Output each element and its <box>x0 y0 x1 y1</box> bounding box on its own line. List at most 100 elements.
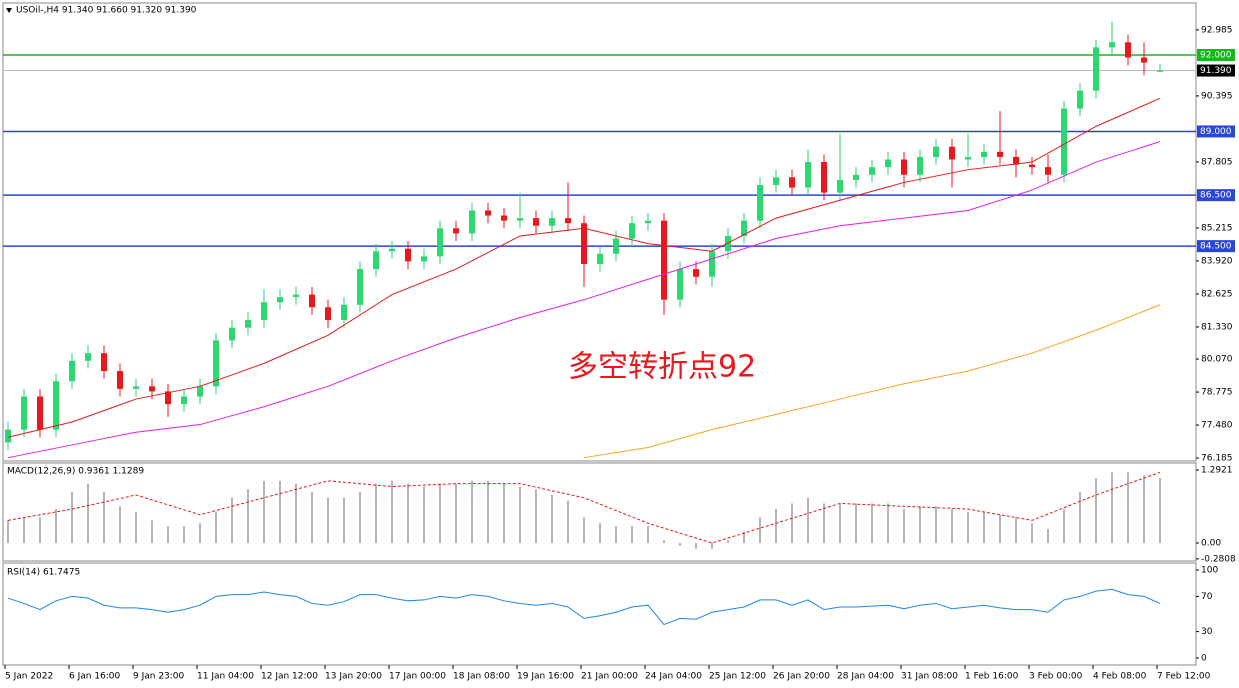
candle-body <box>37 396 43 430</box>
candle-body <box>885 159 891 168</box>
candle-body <box>149 386 155 392</box>
price-panel <box>2 2 1197 462</box>
y-tick-label: 81.330 <box>1201 322 1233 332</box>
x-tick-label: 26 Jan 20:00 <box>773 672 830 682</box>
candle-body <box>1157 70 1163 72</box>
candle-body <box>501 215 507 221</box>
moving-average <box>7 97 1161 438</box>
y-tick-label: 87.805 <box>1201 157 1233 167</box>
candle-body <box>901 159 907 175</box>
y-tick-label: 0.00 <box>1201 538 1221 548</box>
candle-body <box>245 320 251 328</box>
candle-body <box>725 235 731 252</box>
candle-body <box>485 210 491 216</box>
candle-body <box>1013 156 1019 165</box>
x-tick-label: 3 Feb 00:00 <box>1029 672 1083 682</box>
candle-body <box>837 179 843 193</box>
candle-body <box>293 294 299 298</box>
y-tick-label: 90.395 <box>1201 91 1233 101</box>
x-tick-label: 25 Jan 12:00 <box>709 672 766 682</box>
candle-body <box>261 302 267 321</box>
candle-body <box>357 269 363 305</box>
candle-body <box>1045 167 1051 175</box>
x-tick-label: 7 Feb 12:00 <box>1157 672 1211 682</box>
candle-body <box>981 151 987 157</box>
x-tick-label: 19 Jan 16:00 <box>517 672 574 682</box>
candle-body <box>1093 47 1099 91</box>
candle-body <box>629 223 635 239</box>
moving-average <box>7 141 1161 459</box>
candle-body <box>997 151 1003 157</box>
y-tick-label: 92.985 <box>1201 25 1233 35</box>
symbol-menu-arrow[interactable] <box>6 8 12 13</box>
candle-body <box>549 218 555 226</box>
annotation: 多空转折点92 <box>568 350 756 385</box>
candle-body <box>677 269 683 300</box>
y-tick-label: 30 <box>1201 627 1213 637</box>
y-tick-label: 1.2921 <box>1201 465 1233 475</box>
x-tick-label: 4 Feb 08:00 <box>1093 672 1147 682</box>
price-level-label: 84.500 <box>1200 242 1232 252</box>
candle-body <box>133 386 139 389</box>
price-level-tag <box>1197 240 1235 253</box>
candle-body <box>213 340 219 387</box>
candle-body <box>5 429 11 443</box>
candle-body <box>101 353 107 372</box>
price-level-tag <box>1197 189 1235 202</box>
candle-body <box>389 248 395 252</box>
rsi-line <box>7 588 1161 626</box>
candle-body <box>597 253 603 264</box>
candle-body <box>949 146 955 160</box>
candle-body <box>1029 164 1035 168</box>
candle-body <box>933 146 939 157</box>
price-level-label: 92.000 <box>1200 50 1232 60</box>
candle-body <box>309 294 315 308</box>
candle-body <box>645 220 651 224</box>
y-tick-label: 78.775 <box>1201 388 1233 398</box>
y-tick-label: 100 <box>1201 566 1218 576</box>
price-level-tag <box>1197 48 1235 61</box>
x-tick-label: 28 Jan 04:00 <box>837 672 894 682</box>
chart-header: USOil-,H4 91.340 91.660 91.320 91.390 <box>16 6 197 16</box>
candle-body <box>613 238 619 254</box>
x-tick-label: 5 Jan 2022 <box>5 672 53 682</box>
y-tick-label: 76.185 <box>1201 454 1233 464</box>
candle-body <box>661 220 667 300</box>
y-tick-label: 82.625 <box>1201 289 1233 299</box>
candle-body <box>1109 42 1115 48</box>
candle-body <box>773 177 779 185</box>
candle-body <box>965 156 971 160</box>
y-tick-label: 0 <box>1201 653 1207 663</box>
candle-body <box>197 386 203 397</box>
candle-body <box>1141 57 1147 63</box>
price-level-tag <box>1197 125 1235 138</box>
candle-body <box>917 156 923 175</box>
candle-body <box>469 210 475 234</box>
candle-body <box>373 251 379 270</box>
last-price-label: 91.390 <box>1200 66 1232 76</box>
candle-body <box>533 218 539 226</box>
candle-body <box>165 391 171 405</box>
x-tick-label: 12 Jan 12:00 <box>261 672 318 682</box>
y-tick-label: 85.215 <box>1201 223 1233 233</box>
candle-body <box>1061 108 1067 175</box>
candle-body <box>53 381 59 430</box>
candle-body <box>581 223 587 264</box>
price-level-label: 86.500 <box>1200 191 1232 201</box>
candle-body <box>853 174 859 180</box>
x-tick-label: 21 Jan 00:00 <box>581 672 638 682</box>
candle-body <box>1125 42 1131 58</box>
candle-body <box>117 371 123 389</box>
x-tick-label: 13 Jan 20:00 <box>325 672 382 682</box>
candle-body <box>693 269 699 277</box>
candle-body <box>789 177 795 188</box>
x-tick-label: 11 Jan 04:00 <box>197 672 254 682</box>
candle-body <box>421 256 427 262</box>
candle-body <box>517 218 523 221</box>
candle-body <box>757 184 763 221</box>
candle-body <box>85 353 91 361</box>
candle-body <box>181 396 187 405</box>
candle-body <box>341 304 347 321</box>
